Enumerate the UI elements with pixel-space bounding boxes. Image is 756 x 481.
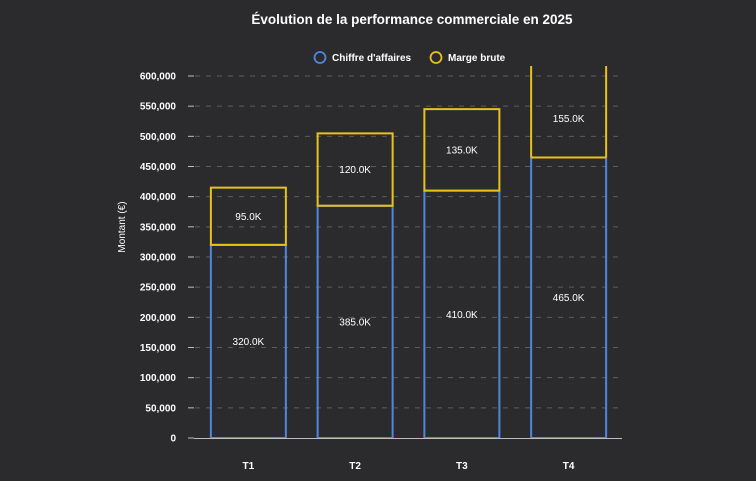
x-tick-label: T2 [349, 461, 361, 472]
y-tick-label: 50,000 [145, 403, 176, 414]
data-label: 95.0K [235, 212, 261, 223]
data-label: 155.0K [553, 114, 585, 125]
grid [195, 75, 622, 409]
bars: 320.0K 95.0K 385.0K 120.0K 410.0K 135.0K 465.0… [209, 66, 608, 439]
data-label: 465.0K [553, 293, 585, 304]
legend-marker-margin [429, 51, 443, 64]
data-label: 135.0K [446, 145, 478, 156]
legend-item-margin[interactable]: Marge brute [429, 51, 506, 64]
y-tick-label: 0 [170, 434, 176, 445]
data-label: 385.0K [339, 317, 371, 328]
x-tick-label: T1 [243, 461, 255, 472]
x-axis: T1 T2 T3 T4 [194, 438, 622, 472]
bar-margin-t4 [530, 66, 608, 159]
y-tick-label: 600,000 [140, 72, 177, 83]
y-tick-label: 400,000 [140, 192, 177, 203]
y-tick-label: 250,000 [140, 283, 177, 294]
y-tick-label: 350,000 [140, 222, 177, 233]
y-tick-label: 300,000 [140, 253, 177, 264]
x-tick-label: T4 [563, 461, 575, 472]
legend-item-revenue[interactable]: Chiffre d'affaires [313, 51, 412, 64]
data-label: 410.0K [446, 310, 478, 321]
data-label: 120.0K [339, 165, 371, 176]
x-tick-label: T3 [456, 461, 468, 472]
y-tick-label: 500,000 [140, 132, 177, 143]
legend-marker-revenue [313, 51, 327, 64]
legend-label-margin: Marge brute [448, 53, 506, 64]
y-axis: 0 50,000 100,000 150,000 200,000 250,000 300,0… [140, 72, 194, 445]
y-tick-label: 100,000 [140, 373, 177, 384]
y-axis-label: Montant (€) [117, 201, 128, 252]
bar-margin-t3 [423, 108, 501, 192]
data-label: 320.0K [233, 337, 265, 348]
y-tick-label: 150,000 [140, 343, 177, 354]
bar-margin-t2 [316, 132, 394, 207]
chart-title: Évolution de la performance commerciale … [251, 12, 573, 27]
y-tick-label: 450,000 [140, 162, 177, 173]
y-tick-label: 550,000 [140, 102, 177, 113]
legend-label-revenue: Chiffre d'affaires [332, 53, 412, 64]
bar-margin-t1 [209, 186, 287, 246]
y-tick-label: 200,000 [140, 313, 177, 324]
legend[interactable]: Chiffre d'affaires Marge brute [313, 51, 506, 64]
